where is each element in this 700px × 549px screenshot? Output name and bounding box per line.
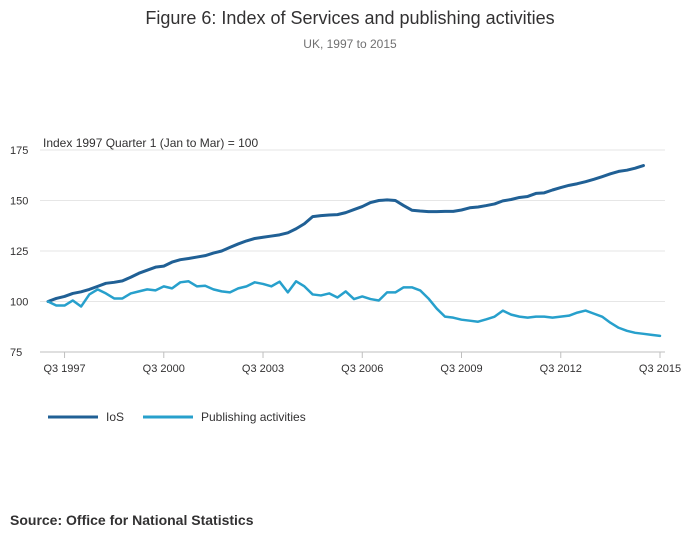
y-axis-label: Index 1997 Quarter 1 (Jan to Mar) = 100 — [43, 136, 258, 150]
x-tick-label: Q3 2006 — [341, 363, 383, 375]
chart: Figure 6: Index of Services and publishi… — [10, 8, 681, 424]
y-tick-label: 175 — [10, 145, 28, 157]
y-tick-label: 150 — [10, 196, 28, 208]
y-tick-label: 125 — [10, 246, 28, 258]
source-note: Source: Office for National Statistics — [10, 512, 254, 528]
x-tick-label: Q3 2015 — [639, 363, 681, 375]
x-tick-label: Q3 2003 — [242, 363, 284, 375]
x-tick-label: Q3 2000 — [143, 363, 185, 375]
chart-title: Figure 6: Index of Services and publishi… — [145, 8, 554, 28]
series-line-publishing-activities — [46, 280, 662, 338]
x-tick-label: Q3 1997 — [43, 363, 85, 375]
legend-label-ios: IoS — [106, 410, 124, 424]
y-tick-label: 100 — [10, 297, 28, 309]
legend-label-publishing: Publishing activities — [201, 410, 306, 424]
chart-subtitle: UK, 1997 to 2015 — [303, 37, 397, 51]
y-tick-label: 75 — [10, 347, 22, 359]
x-tick-label: Q3 2012 — [540, 363, 582, 375]
legend: IoS Publishing activities — [48, 410, 306, 424]
series-line-ios — [46, 164, 645, 303]
x-tick-label: Q3 2009 — [440, 363, 482, 375]
